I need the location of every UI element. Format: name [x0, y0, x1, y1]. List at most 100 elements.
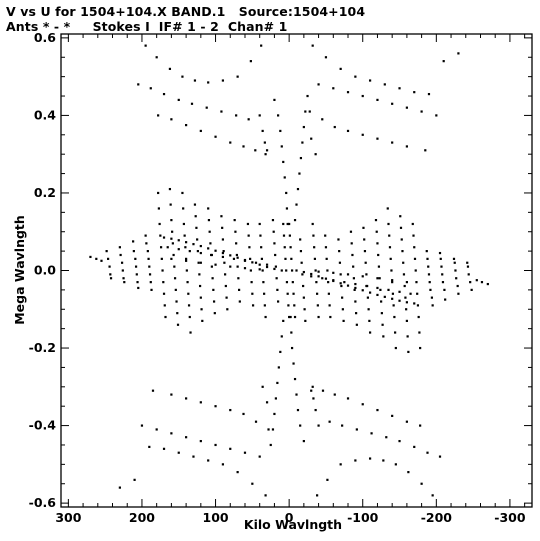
uv-point — [247, 118, 250, 121]
uv-point — [222, 250, 225, 253]
uv-point — [317, 315, 320, 319]
uv-point — [243, 267, 247, 270]
uv-point — [351, 253, 354, 257]
uv-point — [486, 282, 489, 286]
uv-point — [406, 335, 409, 338]
uv-point — [261, 269, 264, 272]
uv-point — [279, 129, 282, 133]
uv-point — [328, 304, 331, 307]
uv-point — [89, 255, 92, 259]
uv-point — [199, 439, 202, 443]
uv-point — [405, 281, 408, 284]
uv-point — [398, 87, 401, 90]
uv-point — [302, 439, 305, 443]
uv-point — [263, 141, 266, 144]
uv-point — [271, 428, 275, 431]
uv-point — [398, 439, 401, 443]
uv-point — [293, 304, 296, 307]
uv-point — [295, 203, 298, 206]
uv-point — [160, 257, 163, 260]
y-tick-label: -0.2 — [29, 340, 56, 355]
uv-point — [264, 494, 267, 497]
uv-point — [185, 269, 188, 272]
uv-point — [353, 288, 356, 291]
uv-point — [265, 265, 269, 269]
uv-point — [467, 273, 470, 276]
uv-point — [413, 445, 416, 449]
uv-point — [271, 219, 275, 222]
uv-point — [182, 222, 185, 226]
uv-point — [170, 237, 173, 240]
uv-point — [208, 230, 211, 233]
uv-point — [426, 451, 429, 454]
uv-point — [416, 292, 419, 295]
uv-point — [264, 315, 267, 319]
uv-point — [340, 284, 343, 288]
uv-point — [339, 273, 342, 276]
uv-point — [224, 273, 227, 276]
uv-point — [412, 234, 415, 237]
uv-point — [324, 56, 328, 59]
uv-point — [339, 282, 342, 285]
uv-point — [332, 87, 335, 90]
uv-point — [260, 44, 263, 47]
uv-point — [403, 284, 406, 288]
uv-point — [407, 350, 410, 354]
uv-point — [354, 286, 357, 290]
uv-point — [136, 281, 139, 284]
uv-point — [302, 284, 305, 288]
uv-point — [339, 463, 342, 466]
uv-point — [401, 250, 404, 253]
uv-point — [242, 412, 245, 416]
y-axis-label: Mega Wavlngth — [12, 215, 27, 325]
uv-point — [221, 79, 225, 82]
uv-point — [207, 247, 210, 250]
uv-point — [148, 273, 152, 276]
uv-point — [420, 110, 423, 113]
uv-point — [376, 286, 379, 290]
uv-point — [368, 331, 372, 334]
uv-point — [265, 149, 269, 152]
uv-point — [185, 124, 188, 127]
uv-point — [301, 273, 304, 276]
uv-point — [310, 272, 313, 276]
uv-point — [182, 207, 185, 210]
uv-point — [387, 288, 390, 291]
uv-point — [310, 275, 313, 278]
uv-point — [279, 350, 282, 354]
uv-point — [382, 459, 385, 462]
uv-point — [440, 265, 443, 268]
uv-point — [326, 269, 329, 272]
uv-point — [327, 292, 330, 295]
uv-point — [181, 75, 184, 78]
uv-point — [285, 269, 288, 272]
uv-point — [220, 110, 223, 113]
uv-point — [235, 114, 238, 117]
uv-point — [441, 281, 445, 284]
uv-point — [199, 244, 202, 248]
uv-point — [199, 251, 202, 255]
uv-point — [317, 270, 320, 273]
uv-point — [292, 362, 295, 365]
uv-point — [302, 125, 305, 129]
uv-point — [431, 494, 434, 497]
uv-point — [135, 273, 138, 276]
uv-point — [376, 293, 379, 297]
uv-point — [220, 215, 223, 218]
uv-point — [193, 203, 197, 206]
uv-point — [166, 246, 169, 249]
uv-point — [226, 308, 229, 311]
uv-point — [242, 145, 245, 148]
uv-point — [435, 114, 438, 117]
uv-point — [238, 288, 241, 291]
uv-point — [274, 397, 277, 400]
uv-point — [368, 319, 371, 322]
uv-point — [234, 230, 237, 233]
uv-point — [326, 478, 329, 481]
uv-point — [105, 250, 108, 253]
uv-point — [290, 346, 294, 350]
uv-point — [161, 269, 164, 272]
uv-point — [133, 478, 136, 481]
uv-point — [352, 265, 355, 268]
uv-point — [235, 242, 238, 245]
